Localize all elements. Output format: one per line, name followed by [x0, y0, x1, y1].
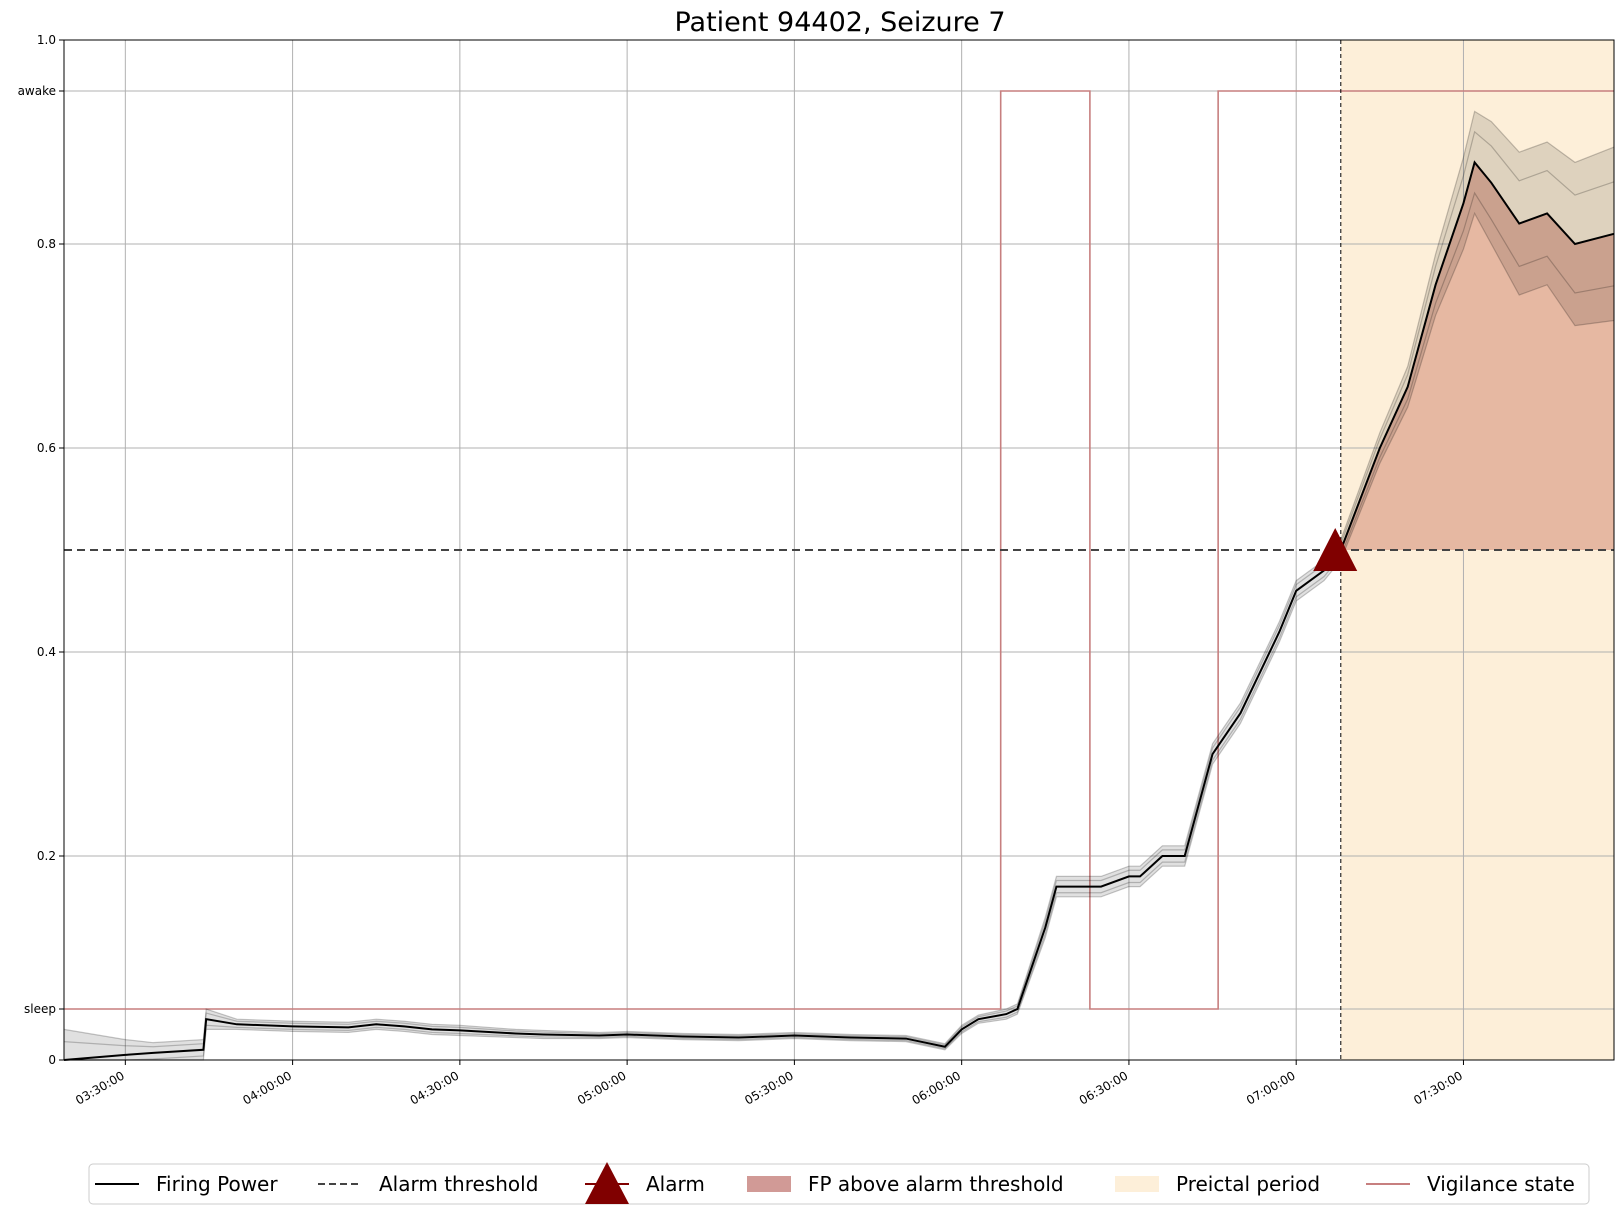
y-tick-label: 0.4 — [37, 645, 56, 659]
chart-title: Patient 94402, Seizure 7 — [674, 7, 1005, 38]
y-tick-label: 0.8 — [37, 237, 56, 251]
legend-swatch-fp-above-threshold — [747, 1176, 791, 1192]
fp-above-threshold-area — [1340, 162, 1614, 550]
y-tick-label: sleep — [24, 1002, 56, 1016]
firing-power-member-line — [64, 211, 1615, 1061]
x-tick-label: 06:00:00 — [909, 1068, 963, 1107]
y-tick-label: 0.6 — [37, 441, 56, 455]
y-tick-label: 0 — [48, 1053, 56, 1067]
legend-label: Alarm — [646, 1172, 705, 1196]
legend-swatch-preictal — [1115, 1176, 1159, 1192]
chart-legend: Firing Power Alarm threshold Alarm FP above… — [88, 1162, 1590, 1205]
x-tick-label: 03:30:00 — [73, 1068, 127, 1107]
x-tick-label: 05:00:00 — [575, 1068, 629, 1107]
vigilance-state-line — [64, 90, 1614, 1010]
firing-power-member-line — [64, 191, 1615, 1061]
y-tick-label: 0.2 — [37, 849, 56, 863]
firing-power-member-line — [63, 130, 1615, 1048]
x-tick-label: 06:30:00 — [1077, 1068, 1131, 1107]
legend-label: FP above alarm threshold — [808, 1172, 1064, 1196]
x-tick-label: 04:30:00 — [408, 1068, 462, 1107]
legend-label: Alarm threshold — [379, 1172, 538, 1196]
firing-power-line — [63, 160, 1615, 1061]
legend-frame — [88, 1163, 1590, 1205]
y-tick-label: 1.0 — [37, 33, 56, 47]
x-tick-label: 04:00:00 — [240, 1068, 294, 1107]
x-tick-label: 07:00:00 — [1244, 1068, 1298, 1107]
x-tick-label: 05:30:00 — [742, 1068, 796, 1107]
x-tick-label: 07:30:00 — [1411, 1068, 1465, 1107]
firing-power-member-line — [63, 110, 1615, 1045]
legend-label: Preictal period — [1176, 1172, 1320, 1196]
alarm-marker — [1313, 528, 1358, 571]
y-tick-label: awake — [18, 84, 56, 98]
legend-label: Firing Power — [156, 1172, 278, 1196]
legend-swatch-alarm — [585, 1162, 629, 1204]
legend-label: Vigilance state — [1427, 1172, 1575, 1196]
plot-frame — [63, 39, 1615, 1061]
